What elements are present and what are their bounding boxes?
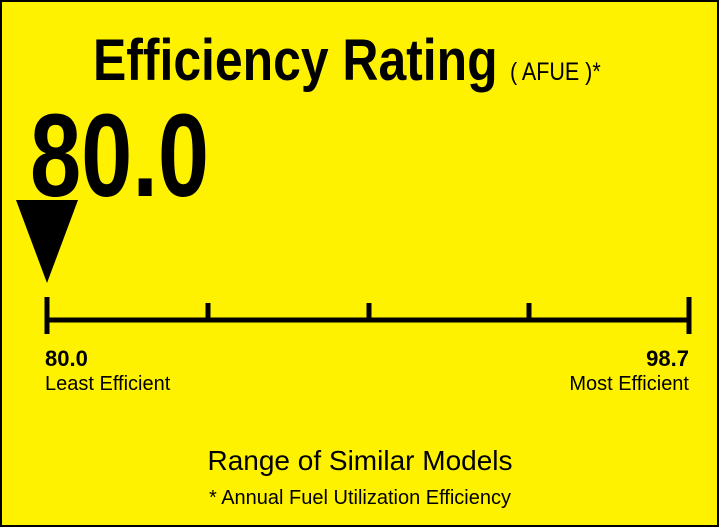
title-line: Efficiency Rating ( AFUE )* bbox=[93, 29, 601, 93]
scale bbox=[47, 303, 689, 323]
scale-min-label: 80.0 bbox=[45, 346, 88, 371]
caption: Range of Similar Models bbox=[207, 445, 512, 476]
rating-marker bbox=[16, 200, 78, 283]
scale-max-label: 98.7 bbox=[646, 346, 689, 371]
footnote: * Annual Fuel Utilization Efficiency bbox=[209, 487, 511, 509]
rating-value: 80.0 bbox=[30, 90, 209, 222]
title: Efficiency Rating bbox=[93, 29, 498, 93]
title-note: ( AFUE )* bbox=[510, 57, 601, 85]
scale-min-caption: Least Efficient bbox=[45, 373, 171, 395]
scale-max-caption: Most Efficient bbox=[569, 373, 689, 395]
